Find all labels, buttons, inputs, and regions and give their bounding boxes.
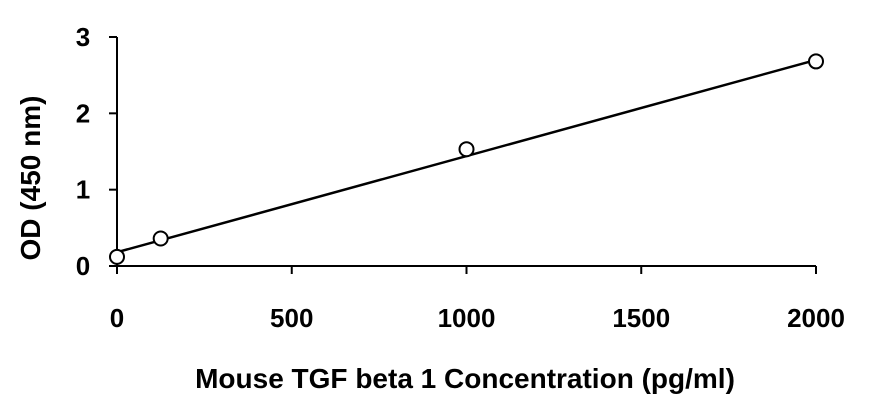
x-tick-label: 1000: [438, 303, 496, 333]
x-axis-title: Mouse TGF beta 1 Concentration (pg/ml): [195, 363, 735, 394]
y-tick-label: 0: [76, 251, 90, 281]
data-point: [808, 53, 824, 70]
y-tick-label: 1: [76, 175, 90, 205]
plot-area: [109, 53, 824, 265]
x-tick-label: 2000: [787, 303, 845, 333]
x-tick-label: 500: [270, 303, 313, 333]
data-point: [458, 141, 475, 158]
data-point: [152, 230, 169, 247]
y-tick-label: 3: [76, 22, 90, 52]
x-tick-label: 1500: [612, 303, 670, 333]
data-point: [109, 248, 125, 265]
x-tick-label: 0: [110, 303, 124, 333]
y-tick-label: 2: [76, 98, 90, 128]
axes: 0 1 2 3 0 500 1000 1500 2000: [76, 22, 845, 333]
y-axis-title: OD (450 nm): [15, 96, 46, 261]
